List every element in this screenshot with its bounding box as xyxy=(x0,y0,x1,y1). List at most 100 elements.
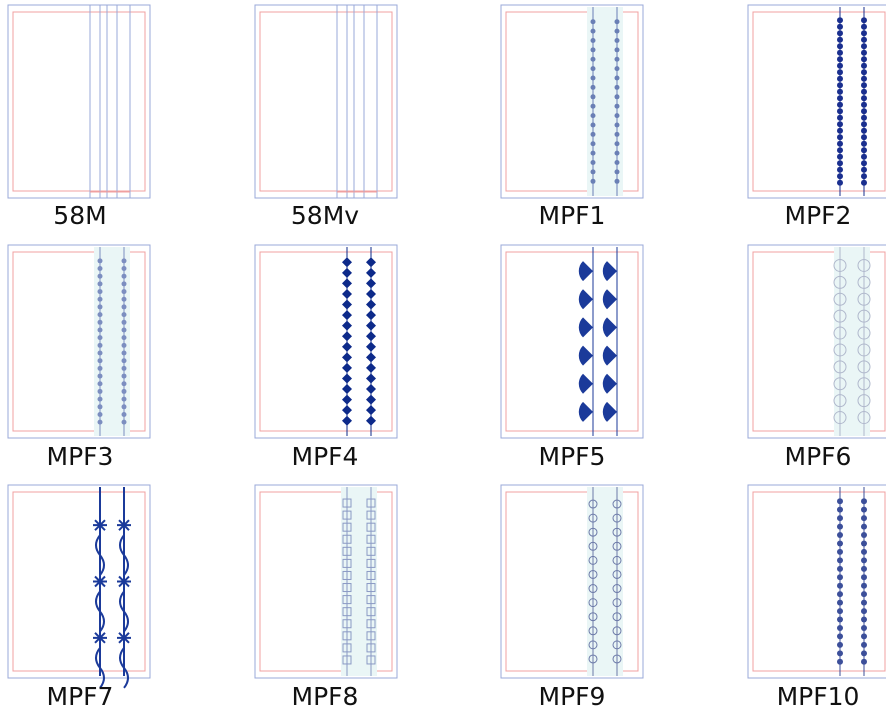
pattern-tile[interactable] xyxy=(7,484,151,689)
motif xyxy=(837,153,843,160)
tile-label: MPF6 xyxy=(785,442,852,471)
motif xyxy=(366,498,376,508)
motif xyxy=(837,591,843,598)
motif xyxy=(861,101,867,108)
motif xyxy=(590,169,596,175)
pattern-tile[interactable] xyxy=(254,244,398,439)
motif xyxy=(861,515,867,522)
motif xyxy=(588,527,598,537)
motif xyxy=(590,150,596,156)
motif xyxy=(614,28,620,34)
pattern-tile[interactable] xyxy=(500,484,644,679)
motif xyxy=(342,278,352,289)
motif xyxy=(97,266,103,272)
motif xyxy=(366,619,376,629)
motif xyxy=(342,267,352,278)
motif xyxy=(612,499,622,509)
inner-frame xyxy=(12,491,146,672)
motif xyxy=(837,506,843,513)
pattern-tile[interactable] xyxy=(254,4,398,199)
inner-frame xyxy=(505,251,639,432)
motif xyxy=(117,518,131,533)
motif xyxy=(857,275,871,289)
motif xyxy=(342,320,352,331)
motif xyxy=(588,513,598,523)
motif xyxy=(590,19,596,25)
motif xyxy=(837,160,843,167)
motif xyxy=(578,345,593,366)
motif xyxy=(590,28,596,34)
motif xyxy=(861,506,867,513)
motif xyxy=(833,326,847,340)
inner-frame xyxy=(505,11,639,192)
motif xyxy=(861,591,867,598)
pattern-tile[interactable] xyxy=(7,244,151,439)
motif xyxy=(837,121,843,128)
motif xyxy=(121,350,127,356)
motif xyxy=(342,583,352,593)
tile-label: MPF3 xyxy=(47,442,114,471)
motif xyxy=(342,510,352,520)
motif xyxy=(833,258,847,272)
pattern-tile[interactable] xyxy=(747,4,886,199)
motif xyxy=(590,141,596,147)
motif xyxy=(861,17,867,24)
motif xyxy=(837,114,843,121)
motif xyxy=(612,640,622,650)
motif xyxy=(366,362,376,373)
motif xyxy=(614,84,620,90)
motif xyxy=(121,327,127,333)
motif xyxy=(342,619,352,629)
motif xyxy=(97,289,103,295)
motif xyxy=(614,47,620,53)
motif xyxy=(342,341,352,352)
motif xyxy=(861,75,867,82)
motif xyxy=(342,534,352,544)
motif xyxy=(366,394,376,405)
motif xyxy=(612,598,622,608)
motif xyxy=(119,590,129,633)
motif xyxy=(861,523,867,530)
motif xyxy=(121,419,127,425)
motif xyxy=(614,178,620,184)
pattern-tile[interactable] xyxy=(254,484,398,679)
motif xyxy=(861,147,867,154)
motif xyxy=(861,565,867,572)
motif xyxy=(342,405,352,416)
motif xyxy=(342,415,352,426)
motif xyxy=(121,373,127,379)
motif xyxy=(861,30,867,37)
motif xyxy=(588,555,598,565)
motif xyxy=(833,360,847,374)
motif xyxy=(97,358,103,364)
motif xyxy=(121,365,127,371)
motif xyxy=(837,101,843,108)
motif xyxy=(342,607,352,617)
pattern-tile[interactable] xyxy=(500,4,644,199)
motif xyxy=(612,612,622,622)
motif xyxy=(861,160,867,167)
pattern-tile[interactable] xyxy=(747,484,886,679)
motif xyxy=(857,360,871,374)
motif xyxy=(861,88,867,95)
motif xyxy=(588,654,598,664)
motif xyxy=(590,56,596,62)
pattern-tile[interactable] xyxy=(7,4,151,199)
motif xyxy=(342,257,352,268)
motif xyxy=(590,122,596,128)
motif xyxy=(837,608,843,615)
motif xyxy=(614,19,620,25)
motif xyxy=(97,258,103,264)
motif xyxy=(861,548,867,555)
motif xyxy=(366,607,376,617)
motif xyxy=(93,630,107,645)
inner-frame xyxy=(12,251,146,432)
motif xyxy=(590,113,596,119)
pattern-tile[interactable] xyxy=(500,244,644,439)
motif xyxy=(861,127,867,134)
motif xyxy=(117,574,131,589)
pattern-tile[interactable] xyxy=(747,244,886,439)
motif xyxy=(837,147,843,154)
motif xyxy=(366,583,376,593)
